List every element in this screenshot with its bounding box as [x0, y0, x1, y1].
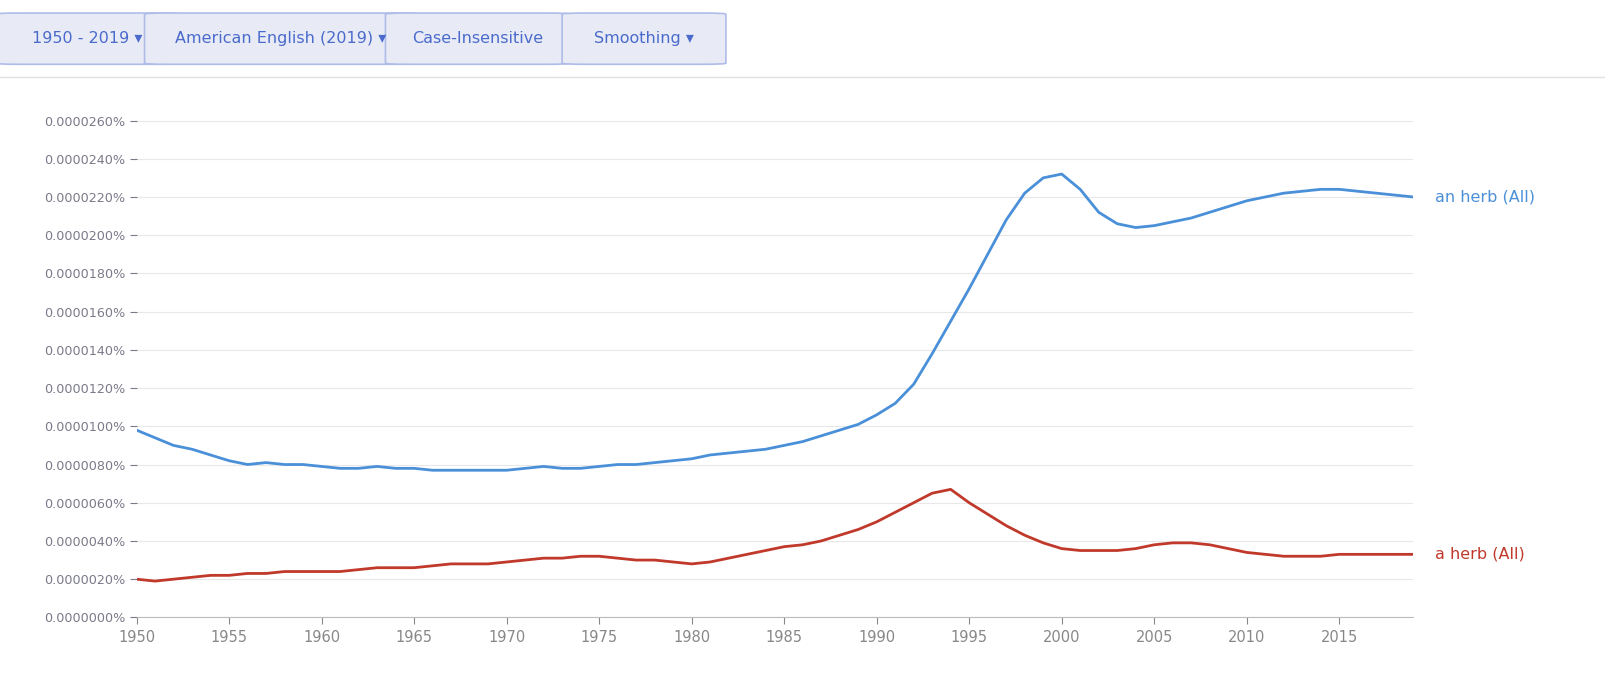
Text: a herb (All): a herb (All): [1435, 547, 1525, 562]
Text: Case-Insensitive: Case-Insensitive: [412, 31, 542, 46]
Text: American English (2019) ▾: American English (2019) ▾: [175, 31, 387, 46]
Text: an herb (All): an herb (All): [1435, 189, 1534, 204]
FancyBboxPatch shape: [0, 13, 180, 64]
FancyBboxPatch shape: [562, 13, 725, 64]
FancyBboxPatch shape: [144, 13, 417, 64]
Text: Smoothing ▾: Smoothing ▾: [594, 31, 693, 46]
FancyBboxPatch shape: [385, 13, 570, 64]
Text: 1950 - 2019 ▾: 1950 - 2019 ▾: [32, 31, 143, 46]
